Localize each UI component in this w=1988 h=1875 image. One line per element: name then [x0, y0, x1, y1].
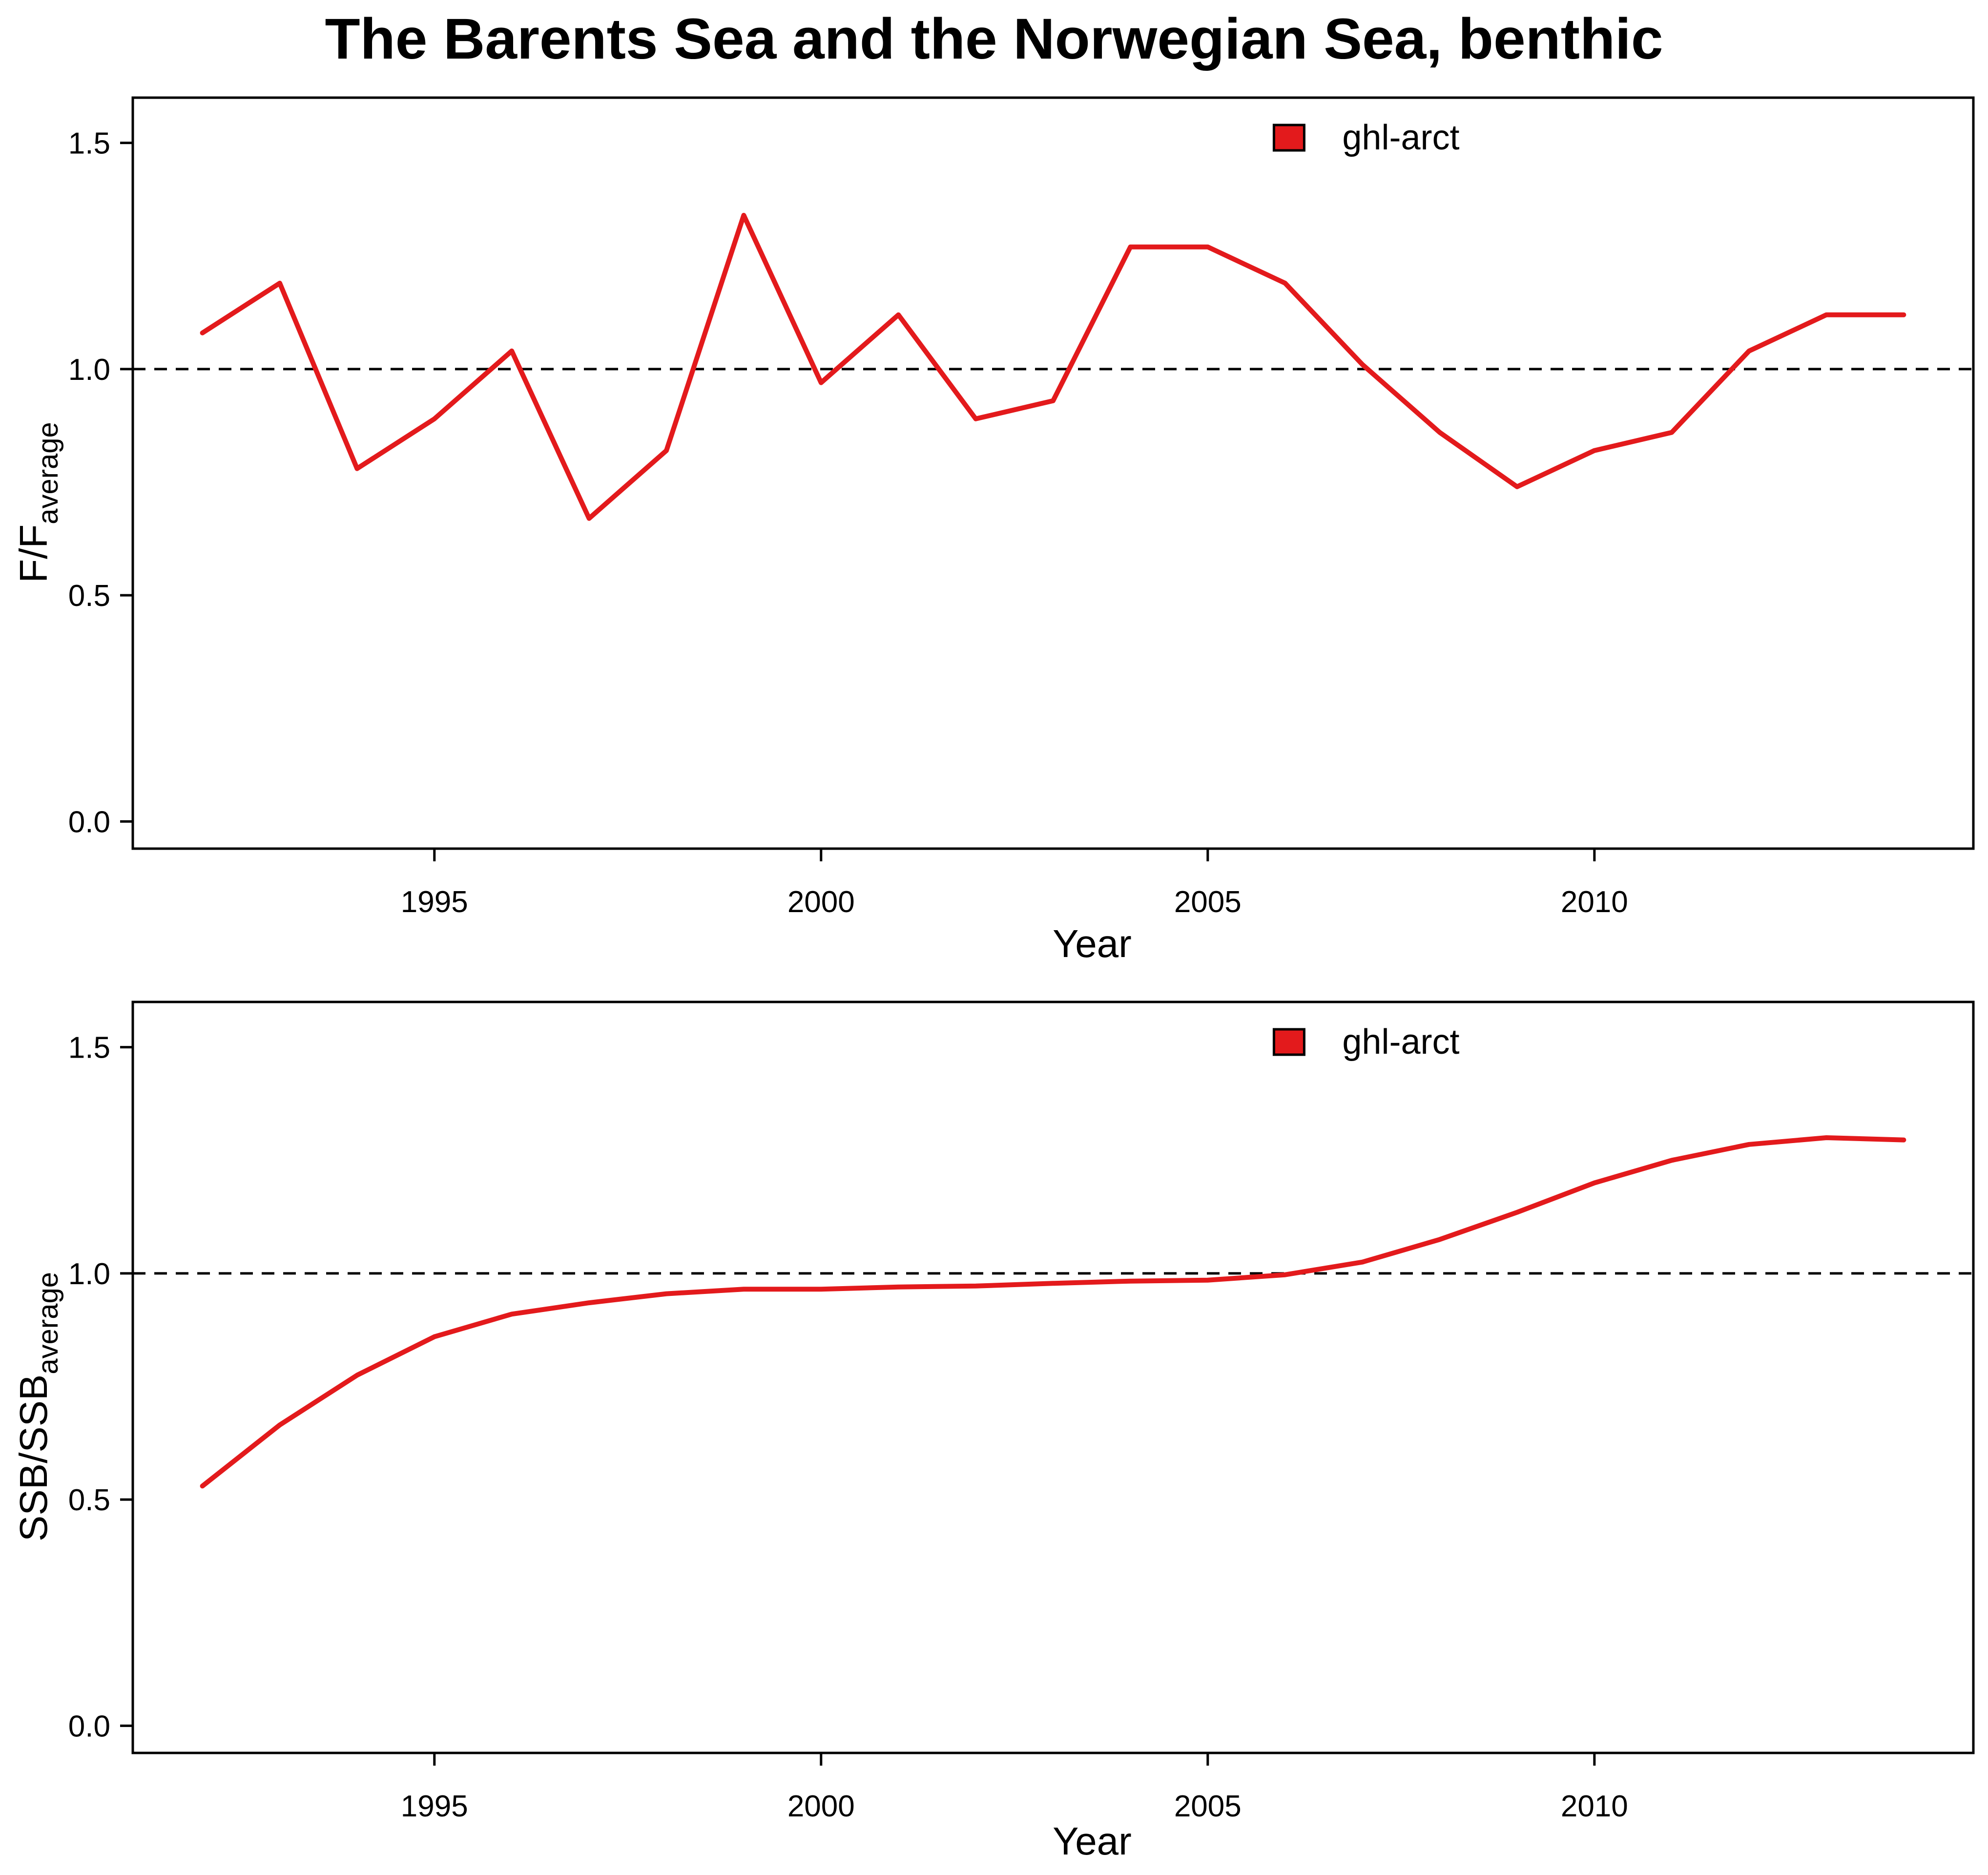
plot-frame: [131, 1000, 1975, 1754]
y-tick-label: 0.5: [68, 579, 110, 613]
y-tick-label: 1.5: [68, 1031, 110, 1065]
x-axis-label: Year: [1053, 1819, 1132, 1863]
y-axis-label: SSB/SSBaverage: [12, 1272, 64, 1542]
series-line: [200, 212, 1906, 521]
y-axis-label-subscript: average: [32, 1272, 64, 1375]
legend-label: ghl-arct: [1342, 118, 1459, 157]
x-tick-label: 2000: [787, 1790, 855, 1823]
y-tick-label: 0.0: [68, 1709, 110, 1743]
legend-swatch: [1272, 124, 1305, 152]
y-tick-label: 1.0: [68, 1257, 110, 1291]
y-axis-label-main: SSB/SSB: [12, 1375, 55, 1542]
x-tick-label: 2005: [1174, 885, 1242, 919]
legend-label: ghl-arct: [1342, 1022, 1459, 1062]
y-tick-label: 1.0: [68, 353, 110, 387]
y-tick-label: 0.5: [68, 1483, 110, 1517]
y-axis-label: F/Faverage: [12, 422, 64, 583]
x-tick-label: 2010: [1561, 1790, 1628, 1823]
legend-swatch: [1272, 1028, 1305, 1056]
x-axis-label: Year: [1053, 922, 1132, 965]
x-tick-label: 2000: [787, 885, 855, 919]
x-tick-label: 1995: [401, 1790, 468, 1823]
panel-fishing-mortality: 0.0 0.5 1.0 1.5 1995 2000 2005 2010 Year F/Favera…: [12, 96, 1975, 965]
x-tick-label: 2005: [1174, 1790, 1242, 1823]
plot-frame: [131, 96, 1975, 850]
y-axis-label-main: F/F: [12, 524, 55, 583]
y-tick-label: 1.5: [68, 127, 110, 161]
y-axis-label-subscript: average: [32, 422, 64, 524]
panel-spawning-stock-biomass: 0.0 0.5 1.0 1.5 1995 2000 2005 2010 Year SSB/SSBa…: [12, 1000, 1975, 1863]
chart-title: The Barents Sea and the Norwegian Sea, b…: [325, 7, 1663, 71]
y-tick-label: 0.0: [68, 805, 110, 839]
series-line: [200, 1135, 1906, 1489]
x-tick-label: 1995: [401, 885, 468, 919]
x-tick-label: 2010: [1561, 885, 1628, 919]
